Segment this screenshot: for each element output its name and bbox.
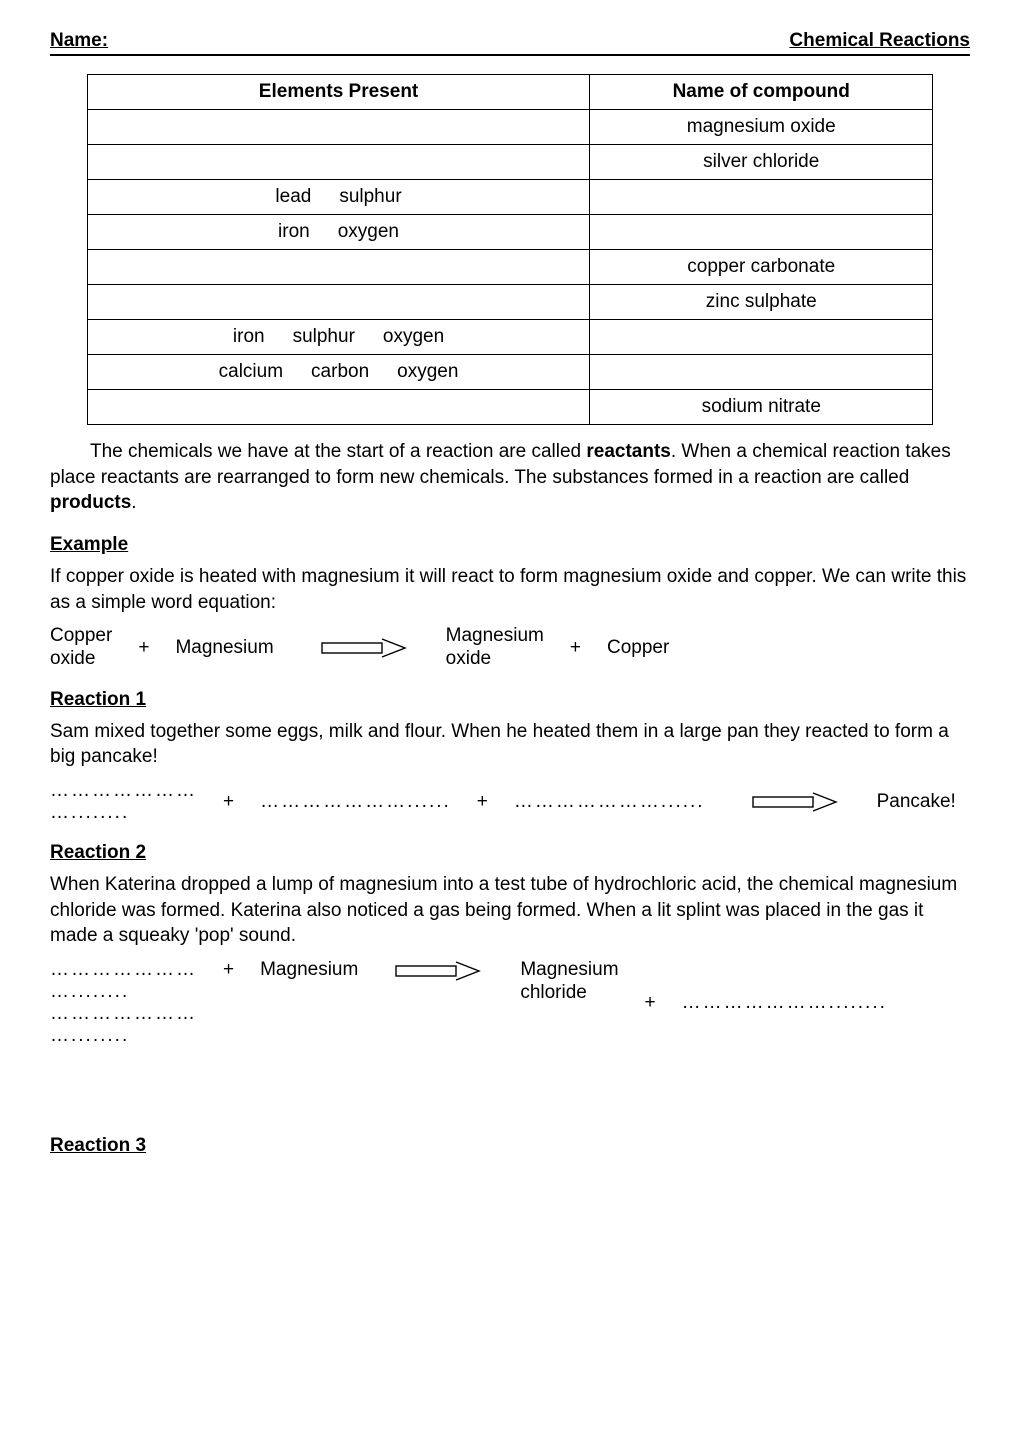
reactant-magnesium: Magnesium [260,959,358,981]
arrow-icon [320,636,410,660]
plus-sign: + [645,992,656,1014]
reaction1-equation: ………………… …........ + …………………...... + …………… [50,780,970,824]
element-label: lead [275,186,311,208]
arrow-icon [751,790,841,814]
element-label: calcium [219,361,283,383]
reactant-copper-oxide-a: Copper [50,625,112,648]
reaction2-heading: Reaction 2 [50,842,970,864]
elements-cell[interactable] [87,250,589,285]
reaction2-text: When Katerina dropped a lump of magnesiu… [50,872,970,949]
name-label: Name: [50,30,108,52]
elements-cell[interactable] [87,390,589,425]
example-heading: Example [50,534,970,556]
col-header-elements: Elements Present [87,75,589,110]
product-copper: Copper [607,637,669,659]
element-label: sulphur [293,326,355,348]
element-label: sulphur [339,186,401,208]
element-label: carbon [311,361,369,383]
blank-field[interactable]: …………………........ [682,992,887,1014]
product-pancake: Pancake! [877,791,956,813]
blank-field[interactable]: ………………… [50,1003,197,1025]
plus-sign: + [570,637,581,659]
blank-field[interactable]: ………………… [50,959,197,981]
table-row: lead sulphur [87,180,932,215]
table-row: magnesium oxide [87,110,932,145]
example-equation: Copper oxide + Magnesium Magnesium oxide… [50,625,970,671]
blank-field[interactable]: …………………...... [260,791,451,813]
reaction1-text: Sam mixed together some eggs, milk and f… [50,719,970,770]
reaction1-heading: Reaction 1 [50,689,970,711]
compound-cell[interactable]: magnesium oxide [590,110,933,145]
elements-cell[interactable] [87,145,589,180]
element-label: oxygen [397,361,458,383]
element-label: oxygen [338,221,399,243]
elements-cell[interactable]: lead sulphur [87,180,589,215]
compound-cell[interactable] [590,215,933,250]
reaction2-equation: ………………… …........ ………………… …........ + Ma… [50,959,970,1047]
element-label: oxygen [383,326,444,348]
compound-cell[interactable]: sodium nitrate [590,390,933,425]
plus-sign: + [138,637,149,659]
elements-cell[interactable]: calcium carbon oxygen [87,355,589,390]
elements-cell[interactable]: iron oxygen [87,215,589,250]
element-label: iron [278,221,310,243]
compound-cell[interactable] [590,355,933,390]
product-mg-chloride-b: chloride [520,982,618,1005]
product-magnesium-oxide-b: oxide [446,648,544,671]
table-row: zinc sulphate [87,285,932,320]
elements-cell[interactable] [87,110,589,145]
compound-cell[interactable] [590,180,933,215]
intro-paragraph: The chemicals we have at the start of a … [50,439,970,516]
reaction3-heading: Reaction 3 [50,1135,970,1157]
compound-cell[interactable]: copper carbonate [590,250,933,285]
arrow-icon [394,959,484,983]
col-header-compound: Name of compound [590,75,933,110]
table-row: iron sulphur oxygen [87,320,932,355]
elements-cell[interactable] [87,285,589,320]
table-row: sodium nitrate [87,390,932,425]
compound-cell[interactable]: zinc sulphate [590,285,933,320]
product-magnesium-oxide-a: Magnesium [446,625,544,648]
plus-sign: + [223,791,234,813]
table-row: calcium carbon oxygen [87,355,932,390]
blank-field[interactable]: …........ [50,802,197,824]
blank-field[interactable]: …........ [50,981,197,1003]
reactant-copper-oxide-b: oxide [50,648,112,671]
compound-cell[interactable] [590,320,933,355]
elements-cell[interactable]: iron sulphur oxygen [87,320,589,355]
plus-sign: + [223,959,234,981]
table-row: copper carbonate [87,250,932,285]
title-label: Chemical Reactions [789,30,970,52]
compounds-table: Elements Present Name of compound magnes… [87,74,933,425]
table-row: silver chloride [87,145,932,180]
blank-field[interactable]: …........ [50,1025,197,1047]
product-mg-chloride-a: Magnesium [520,959,618,982]
blank-field[interactable]: ………………… [50,780,197,802]
compound-cell[interactable]: silver chloride [590,145,933,180]
reactant-magnesium: Magnesium [175,637,273,659]
blank-field[interactable]: …………………...... [514,791,705,813]
plus-sign: + [477,791,488,813]
element-label: iron [233,326,265,348]
table-row: iron oxygen [87,215,932,250]
example-text: If copper oxide is heated with magnesium… [50,564,970,615]
